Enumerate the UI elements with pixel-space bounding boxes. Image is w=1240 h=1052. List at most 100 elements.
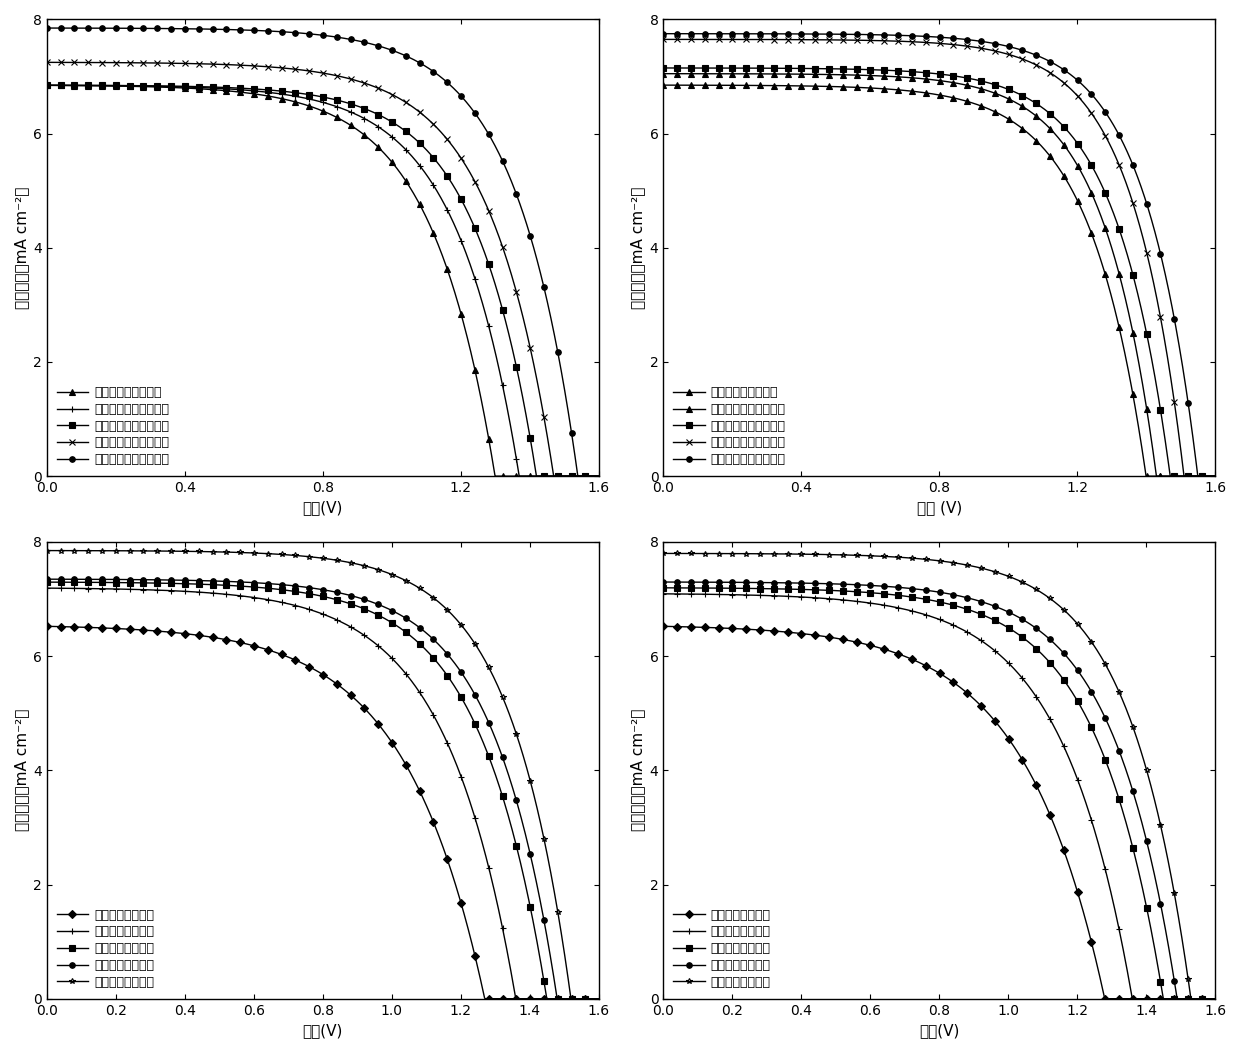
Line: 钒离子掖杂的正面效率: 钒离子掖杂的正面效率 [43,60,601,479]
锥掖杂的正面效率 [360,594,374,607]
镇掖杂的正面效率 [360,631,374,644]
钓离子掖杂的背面效率 [1007,85,1022,98]
未掖杂的正面效率 [40,620,55,632]
未经掖杂的背面效率 [976,101,991,114]
镇掖杂的背面效率 [976,636,991,649]
钒离子掖杂的背面效率 [689,33,704,45]
未掖杂的背面效率 [1132,992,1147,1005]
Y-axis label: 电流密度（mA cm⁻²）: 电流密度（mA cm⁻²） [630,186,645,309]
未掖杂的正面效率 [477,992,492,1005]
钔掖杂的背面效率 [991,566,1006,579]
未经掖杂的背面效率 [1074,204,1089,217]
未掖杂的正面效率 [515,992,529,1005]
镇掖杂的背面效率 [689,588,704,601]
钓掖杂的正面效率 [73,575,88,588]
锤离子掖杂的正面效率 [591,470,606,483]
锤离子掖杂的背面效率 [656,67,671,80]
锥掖杂的背面效率 [1074,670,1089,683]
锤离子掖杂的背面效率 [1131,355,1146,367]
Line: 钓掖杂的背面效率: 钓掖杂的背面效率 [661,585,1218,1002]
锥掖杂的背面效率 [1131,804,1146,816]
未经掖杂的正面效率 [374,144,389,157]
X-axis label: 电压(V): 电压(V) [303,501,342,515]
Line: 钒离子掖杂的背面效率: 钒离子掖杂的背面效率 [661,37,1218,479]
钔掖杂的背面效率 [1007,572,1022,585]
钓离子掖杂的背面效率 [1074,143,1089,156]
锤离子掖杂的正面效率 [391,136,405,148]
镇掖杂的正面效率 [591,992,606,1005]
Line: 未经掖杂的正面效率: 未经掖杂的正面效率 [43,83,601,479]
铷离子掖杂的正面效率 [73,22,88,35]
未掖杂的背面效率 [991,719,1006,731]
钔掖杂的正面效率 [515,745,529,757]
镇掖杂的正面效率 [391,659,405,671]
锤离子掖杂的背面效率 [1149,470,1164,483]
Line: 钓掖杂的正面效率: 钓掖杂的正面效率 [43,580,601,1002]
钒离子掖杂的背面效率 [1007,50,1022,63]
钓掖杂的背面效率 [976,609,991,622]
钓离子掖杂的背面效率 [991,79,1006,92]
锤离子掖杂的正面效率 [515,470,529,483]
钓离子掖杂的背面效率 [689,62,704,75]
锥掖杂的正面效率 [391,607,405,620]
锤离子掖杂的背面效率 [1074,167,1089,180]
钒离子掖杂的正面效率 [73,56,88,68]
钔掖杂的背面效率 [1074,623,1089,635]
铷离子掖杂的背面效率 [1208,470,1223,483]
钓掖杂的背面效率 [656,582,671,594]
未经掖杂的背面效率 [656,79,671,92]
钓掖杂的背面效率 [991,615,1006,628]
Line: 镇掖杂的背面效率: 镇掖杂的背面效率 [661,591,1218,1002]
未经掖杂的背面效率 [1140,470,1154,483]
铷离子掖杂的正面效率 [40,22,55,35]
钒离子掖杂的背面效率 [976,42,991,55]
未经掖杂的背面效率 [1007,117,1022,129]
锥掖杂的背面效率 [1208,992,1223,1005]
锥掖杂的背面效率 [689,575,704,588]
钒离子掖杂的背面效率 [656,33,671,45]
Legend: 未掖杂的背面效率, 镇掖杂的背面效率, 钓掖杂的背面效率, 锥掖杂的背面效率, 钔掖杂的背面效率: 未掖杂的背面效率, 镇掖杂的背面效率, 钓掖杂的背面效率, 锥掖杂的背面效率, … [670,905,775,992]
镇掖杂的正面效率 [458,782,472,794]
钓离子掖杂的正面效率 [391,120,405,133]
铷离子掖杂的正面效率 [391,46,405,59]
钓离子掖杂的正面效率 [374,110,389,123]
锤离子掖杂的背面效率 [689,67,704,80]
Line: 锥掖杂的背面效率: 锥掖杂的背面效率 [661,580,1218,1002]
锤离子掖杂的正面效率 [458,245,472,258]
钓掖杂的正面效率 [40,575,55,588]
钓离子掖杂的背面效率 [656,62,671,75]
未经掖杂的正面效率 [391,164,405,177]
钓离子掖杂的正面效率 [360,103,374,116]
钓掖杂的正面效率 [515,863,529,875]
未掖杂的正面效率 [458,912,472,925]
钓掖杂的正面效率 [458,699,472,711]
锥掖杂的正面效率 [40,573,55,586]
钒离子掖杂的背面效率 [1208,470,1223,483]
钔掖杂的正面效率 [73,544,88,557]
镇掖杂的背面效率 [1126,992,1141,1005]
镇掖杂的正面效率 [515,992,529,1005]
锥掖杂的背面效率 [991,602,1006,614]
铷离子掖杂的正面效率 [515,203,529,216]
钓掖杂的正面效率 [391,621,405,633]
锥掖杂的正面效率 [515,814,529,827]
未掖杂的背面效率 [656,620,671,632]
锥掖杂的正面效率 [551,992,565,1005]
钒离子掖杂的正面效率 [591,470,606,483]
未经掖杂的正面效率 [515,470,529,483]
锥掖杂的正面效率 [73,573,88,586]
钒离子掖杂的正面效率 [374,83,389,96]
Legend: 未经掖杂的正面效率, 锤离子掖杂的正面效率, 钓离子掖杂的正面效率, 钒离子掖杂的正面效率, 铷离子掖杂的正面效率: 未经掖杂的正面效率, 锤离子掖杂的正面效率, 钓离子掖杂的正面效率, 钒离子掖杂… [53,383,174,470]
镇掖杂的正面效率 [508,992,523,1005]
锥掖杂的背面效率 [656,575,671,588]
钒离子掖杂的背面效率 [1177,470,1192,483]
未经掖杂的正面效率 [360,130,374,143]
钓离子掖杂的背面效率 [1131,290,1146,303]
镇掖杂的正面效率 [374,643,389,655]
锤离子掖杂的背面效率 [1007,96,1022,108]
钓离子掖杂的正面效率 [73,79,88,92]
Line: 铷离子掖杂的正面效率: 铷离子掖杂的正面效率 [43,25,601,479]
钓掖杂的背面效率 [689,582,704,594]
铷离子掖杂的正面效率 [572,470,587,483]
未经掖杂的正面效率 [40,79,55,92]
